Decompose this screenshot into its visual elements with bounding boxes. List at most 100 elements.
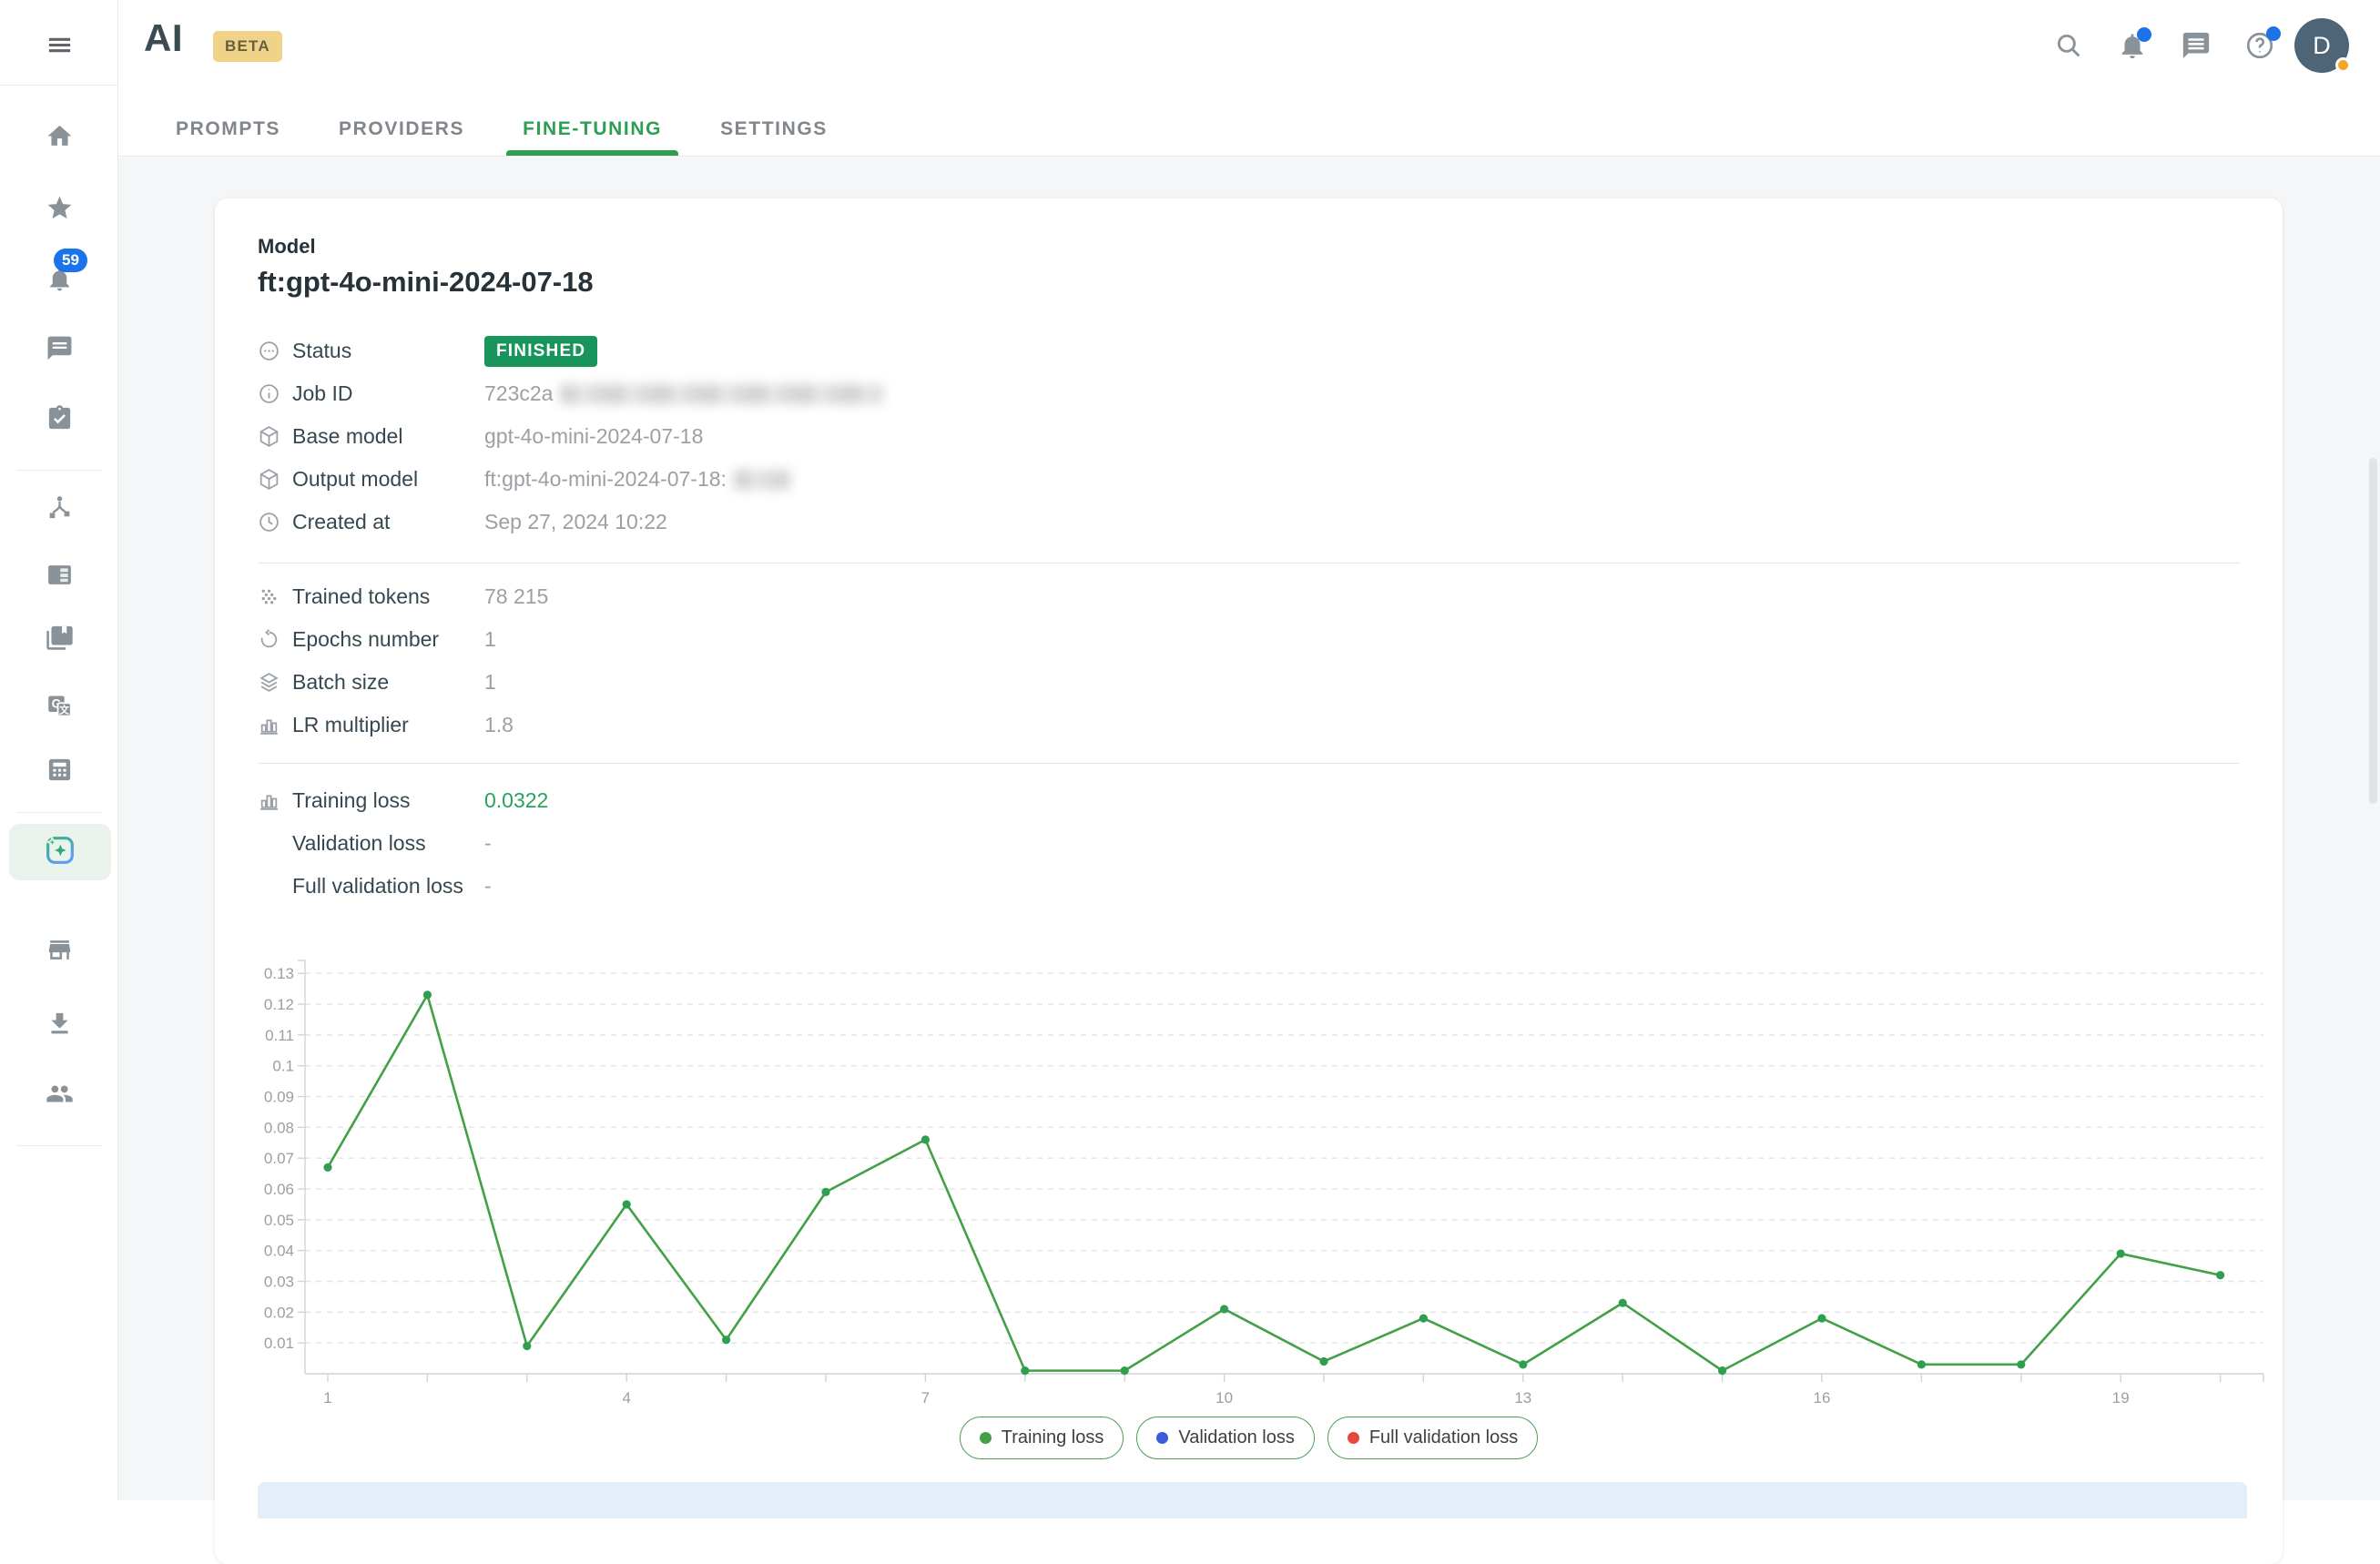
output-model-row: Output model ft:gpt-4o-mini-2024-07-18: — [258, 458, 2240, 501]
job-info-list: Status FINISHED Job ID 723c2a Base model… — [258, 330, 2240, 543]
ai-sparkle-icon — [42, 832, 78, 873]
sidebar-item-notifications[interactable]: 59 — [37, 249, 87, 303]
help-button[interactable] — [2244, 26, 2281, 61]
fine-tuning-job-card: Model ft:gpt-4o-mini-2024-07-18 Status F… — [215, 198, 2283, 1564]
batch-size-value: 1 — [484, 670, 496, 694]
menu-button[interactable] — [37, 25, 81, 69]
training-loss-label: Training loss — [292, 788, 411, 812]
tab-settings[interactable]: SETTINGS — [720, 118, 828, 139]
base-model-row: Base model gpt-4o-mini-2024-07-18 — [258, 415, 2240, 458]
bell-icon — [2117, 34, 2148, 65]
training-loss-row: Training loss 0.0322 — [258, 779, 2240, 822]
sidebar-item-chat[interactable] — [37, 329, 81, 372]
sidebar-divider — [16, 470, 102, 471]
sidebar-item-library[interactable] — [37, 617, 81, 661]
cube-icon — [258, 468, 292, 491]
trained-tokens-row: Trained tokens 78 215 — [258, 575, 2240, 618]
sidebar-item-calculator[interactable] — [37, 750, 81, 794]
app-logo: AI — [144, 16, 183, 59]
legend-full-validation-loss[interactable]: Full validation loss — [1327, 1417, 1539, 1459]
lr-multiplier-row: LR multiplier 1.8 — [258, 704, 2240, 746]
sidebar-divider — [16, 1145, 102, 1146]
legend-training-loss[interactable]: Training loss — [959, 1417, 1124, 1459]
validation-loss-row: Validation loss - — [258, 822, 2240, 865]
status-label: Status — [292, 339, 352, 362]
svg-text:0.06: 0.06 — [264, 1181, 294, 1198]
presence-dot — [2335, 57, 2351, 73]
scrollbar-thumb[interactable] — [2369, 458, 2377, 804]
created-at-value: Sep 27, 2024 10:22 — [484, 510, 667, 533]
status-badge: FINISHED — [484, 335, 598, 367]
job-id-label: Job ID — [292, 381, 353, 405]
tab-fine-tuning[interactable]: FINE-TUNING — [506, 103, 678, 156]
top-header: AI BETA D PROMPTS PROVIDERS FINE-TUNING … — [118, 0, 2380, 157]
rotate-icon — [258, 628, 292, 651]
users-icon — [46, 1080, 74, 1112]
job-id-value: 723c2a — [484, 381, 2240, 406]
chart-legend: Training loss Validation loss Full valid… — [215, 1417, 2283, 1459]
notifications-button[interactable] — [2117, 27, 2151, 61]
job-id-redacted — [560, 383, 884, 404]
base-model-value: gpt-4o-mini-2024-07-18 — [484, 424, 704, 448]
beta-badge: BETA — [213, 31, 282, 62]
svg-text:文: 文 — [59, 704, 70, 716]
hyperparams-list: Trained tokens 78 215 Epochs number 1 Ba… — [258, 575, 2240, 746]
created-at-row: Created at Sep 27, 2024 10:22 — [258, 501, 2240, 543]
epochs-label: Epochs number — [292, 627, 440, 651]
clipboard-check-icon — [46, 404, 74, 437]
lr-multiplier-label: LR multiplier — [292, 713, 409, 736]
info-icon — [258, 382, 292, 405]
sidebar-item-downloads[interactable] — [37, 1004, 81, 1048]
validation-loss-label: Validation loss — [292, 831, 426, 855]
job-id-row: Job ID 723c2a — [258, 372, 2240, 415]
library-icon — [46, 623, 74, 655]
output-model-value: ft:gpt-4o-mini-2024-07-18: — [484, 467, 2240, 492]
avatar[interactable]: D — [2294, 18, 2351, 73]
svg-text:0.07: 0.07 — [264, 1150, 294, 1167]
sidebar-item-panel[interactable] — [37, 555, 81, 599]
svg-text:13: 13 — [1514, 1389, 1531, 1407]
batch-size-label: Batch size — [292, 670, 390, 694]
grain-icon — [258, 585, 292, 608]
epochs-row: Epochs number 1 — [258, 618, 2240, 661]
lr-multiplier-value: 1.8 — [484, 713, 514, 736]
legend-dot-blue — [1156, 1432, 1169, 1444]
sidebar-item-tasks[interactable] — [37, 399, 81, 442]
tab-providers[interactable]: PROVIDERS — [339, 118, 465, 139]
batch-size-row: Batch size 1 — [258, 661, 2240, 704]
sidebar-item-favorites[interactable] — [37, 188, 81, 232]
bar-chart-icon — [258, 714, 292, 736]
home-icon — [46, 122, 74, 155]
svg-text:0.04: 0.04 — [264, 1243, 294, 1260]
search-icon — [2053, 34, 2084, 65]
help-dot — [2266, 26, 2281, 41]
full-validation-loss-row: Full validation loss - — [258, 865, 2240, 908]
svg-text:G: G — [51, 697, 61, 711]
cube-icon — [258, 425, 292, 448]
tab-prompts[interactable]: PROMPTS — [176, 118, 281, 139]
tab-bar: PROMPTS PROVIDERS FINE-TUNING SETTINGS — [170, 103, 833, 156]
side-panel-icon — [46, 561, 74, 594]
sidebar-item-store[interactable] — [37, 930, 81, 974]
feedback-button[interactable] — [2181, 30, 2212, 61]
section-divider — [258, 763, 2240, 764]
sidebar-item-workflow[interactable] — [37, 488, 81, 532]
bell-icon — [46, 265, 74, 298]
legend-validation-loss[interactable]: Validation loss — [1136, 1417, 1315, 1459]
sidebar-item-users[interactable] — [37, 1074, 81, 1118]
trained-tokens-label: Trained tokens — [292, 584, 431, 608]
sidebar-item-home[interactable] — [37, 117, 81, 160]
search-button[interactable] — [2053, 30, 2084, 61]
sidebar-item-fine-tuning-active[interactable] — [9, 824, 111, 880]
svg-text:0.11: 0.11 — [265, 1027, 294, 1044]
section-divider — [258, 563, 2240, 564]
sidebar-divider — [0, 85, 118, 86]
legend-label: Full validation loss — [1368, 1427, 1519, 1447]
info-banner — [258, 1482, 2247, 1518]
validation-loss-value: - — [484, 831, 492, 855]
svg-text:19: 19 — [2112, 1389, 2130, 1407]
notification-count-badge: 59 — [54, 249, 87, 272]
svg-text:0.13: 0.13 — [264, 965, 294, 982]
svg-text:0.09: 0.09 — [264, 1089, 294, 1106]
